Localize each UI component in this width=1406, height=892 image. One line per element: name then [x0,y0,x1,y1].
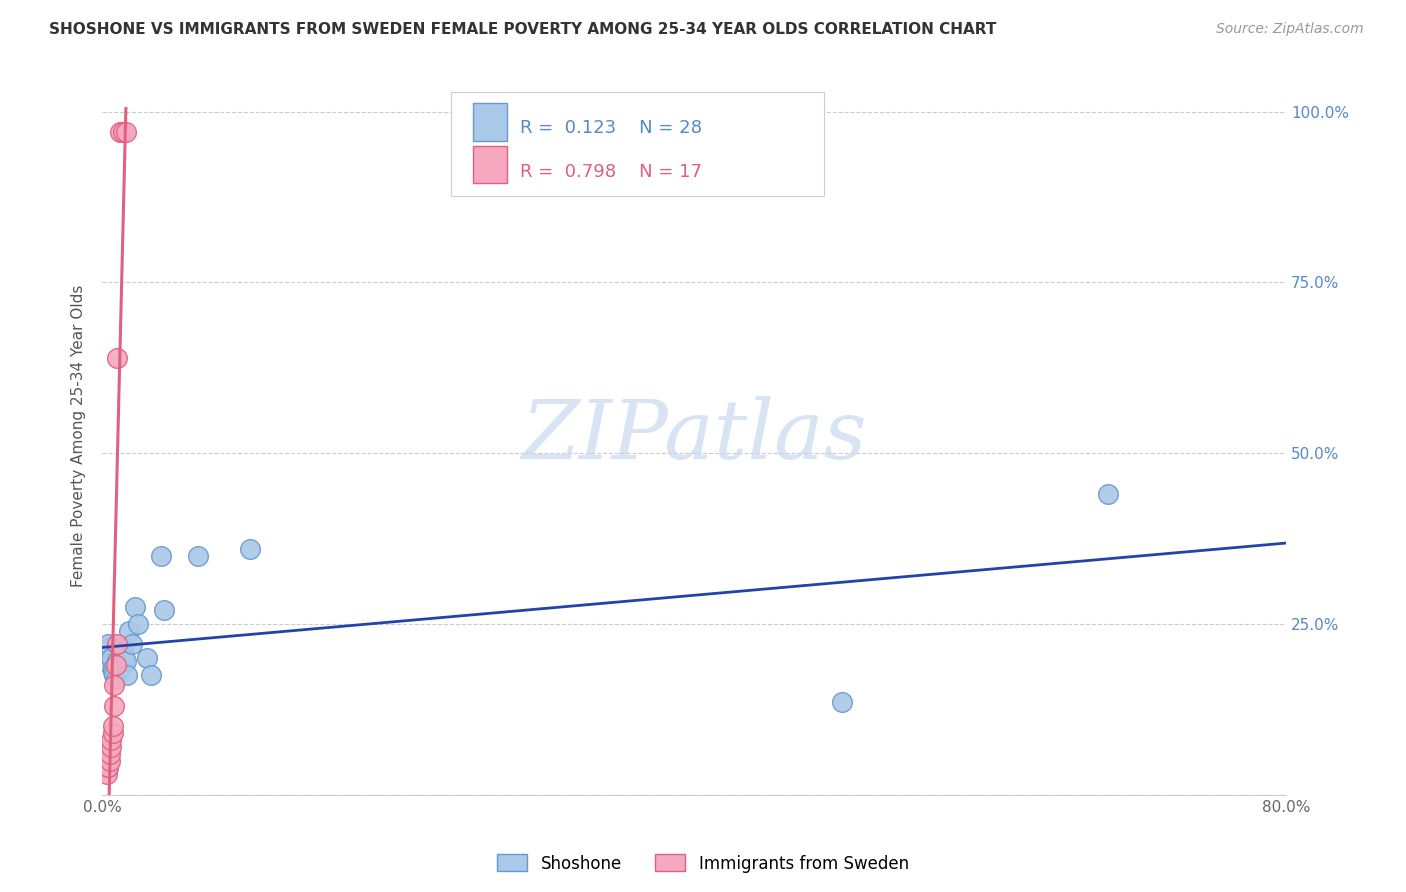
Text: Source: ZipAtlas.com: Source: ZipAtlas.com [1216,22,1364,37]
Point [101,719,124,733]
Point [103,668,125,682]
FancyBboxPatch shape [472,103,508,141]
Legend: Shoshone, Immigrants from Sweden: Shoshone, Immigrants from Sweden [491,847,915,880]
Point [110,640,132,655]
Point [139,668,162,682]
Point [105,637,128,651]
FancyBboxPatch shape [451,92,824,195]
Point [107,657,129,672]
Point [153,603,176,617]
Point [100,739,122,754]
Point [97,760,120,774]
Point [103,698,125,713]
Point [831,696,853,710]
Point [101,726,124,740]
Point [98,657,121,672]
Point [104,672,127,686]
Point [121,637,143,651]
Point [127,616,149,631]
Point [117,668,139,682]
Point [111,644,134,658]
Point [187,549,209,563]
Point [105,351,128,365]
Point [98,747,121,761]
Point [124,599,146,614]
Point [101,665,124,679]
Point [100,651,122,665]
Point [108,125,131,139]
Text: R =  0.123    N = 28: R = 0.123 N = 28 [520,119,702,137]
Point [98,754,121,768]
Point [135,651,157,665]
Point [115,655,138,669]
Text: R =  0.798    N = 17: R = 0.798 N = 17 [520,163,702,181]
Point [101,661,124,675]
Text: ZIPatlas: ZIPatlas [522,396,868,476]
Point [105,655,128,669]
Point [100,733,122,747]
Point [118,624,141,638]
Text: SHOSHONE VS IMMIGRANTS FROM SWEDEN FEMALE POVERTY AMONG 25-34 YEAR OLDS CORRELAT: SHOSHONE VS IMMIGRANTS FROM SWEDEN FEMAL… [49,22,997,37]
Point [108,661,131,675]
Point [97,637,120,651]
Point [112,651,135,665]
Point [104,657,127,672]
Point [115,125,138,139]
Point [103,678,125,692]
FancyBboxPatch shape [472,145,508,183]
Y-axis label: Female Poverty Among 25-34 Year Olds: Female Poverty Among 25-34 Year Olds [72,285,86,587]
Point [1097,487,1119,501]
Point [150,549,173,563]
Point [111,125,134,139]
Point [239,541,262,556]
Point [96,640,118,655]
Point [96,767,118,781]
Point [97,760,120,774]
